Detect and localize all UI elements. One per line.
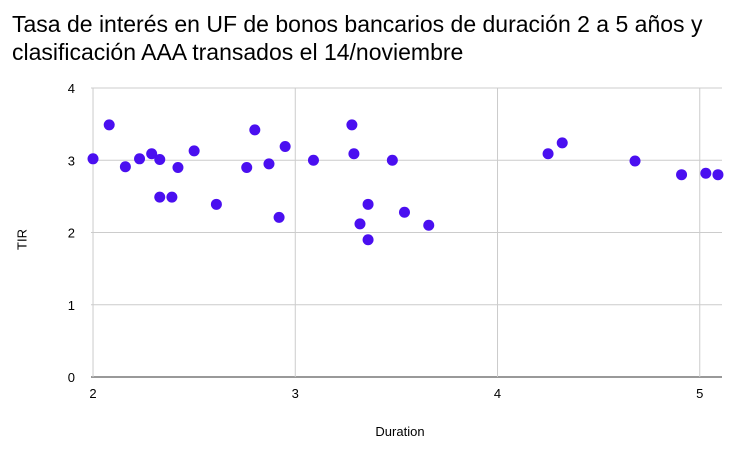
y-tick-label: 3 (68, 153, 75, 168)
scatter-point (362, 198, 374, 210)
scatter-point (386, 154, 398, 166)
x-axis-label: Duration (375, 424, 425, 439)
x-tick-label: 3 (292, 386, 299, 401)
scatter-point (154, 154, 166, 166)
scatter-point (279, 141, 291, 153)
x-tick-label: 4 (494, 386, 501, 401)
scatter-point (542, 148, 554, 160)
y-tick-label: 1 (68, 298, 75, 313)
scatter-point (273, 211, 285, 223)
scatter-point (103, 119, 115, 131)
scatter-point (87, 153, 99, 165)
scatter-point (354, 218, 366, 230)
scatter-point (154, 191, 166, 203)
scatter-point (134, 153, 146, 165)
scatter-point (676, 169, 688, 181)
data-points (87, 119, 724, 246)
x-tick-label: 5 (696, 386, 703, 401)
chart-title: Tasa de interés en UF de bonos bancarios… (12, 11, 703, 65)
scatter-point (348, 148, 360, 160)
scatter-point (362, 234, 374, 246)
scatter-point (556, 137, 568, 149)
scatter-point (188, 145, 200, 157)
scatter-point (307, 154, 319, 166)
scatter-point (172, 161, 184, 173)
scatter-point (166, 191, 178, 203)
scatter-point (146, 148, 158, 160)
y-tick-label: 4 (68, 81, 75, 96)
scatter-point (346, 119, 358, 131)
scatter-point (700, 167, 712, 179)
x-tick-label: 2 (89, 386, 96, 401)
grid-lines (91, 87, 722, 378)
scatter-point (241, 161, 253, 173)
scatter-point (263, 158, 275, 170)
scatter-point (423, 219, 435, 231)
scatter-point (249, 124, 261, 136)
scatter-point (119, 161, 131, 173)
y-tick-label: 0 (68, 370, 75, 385)
axis-ticks: 0 1 2 3 4 2 3 4 5 (68, 81, 704, 401)
scatter-point (712, 169, 724, 181)
scatter-point (210, 198, 222, 210)
scatter-point (398, 206, 410, 218)
y-tick-label: 2 (68, 226, 75, 241)
scatter-point (629, 155, 641, 167)
